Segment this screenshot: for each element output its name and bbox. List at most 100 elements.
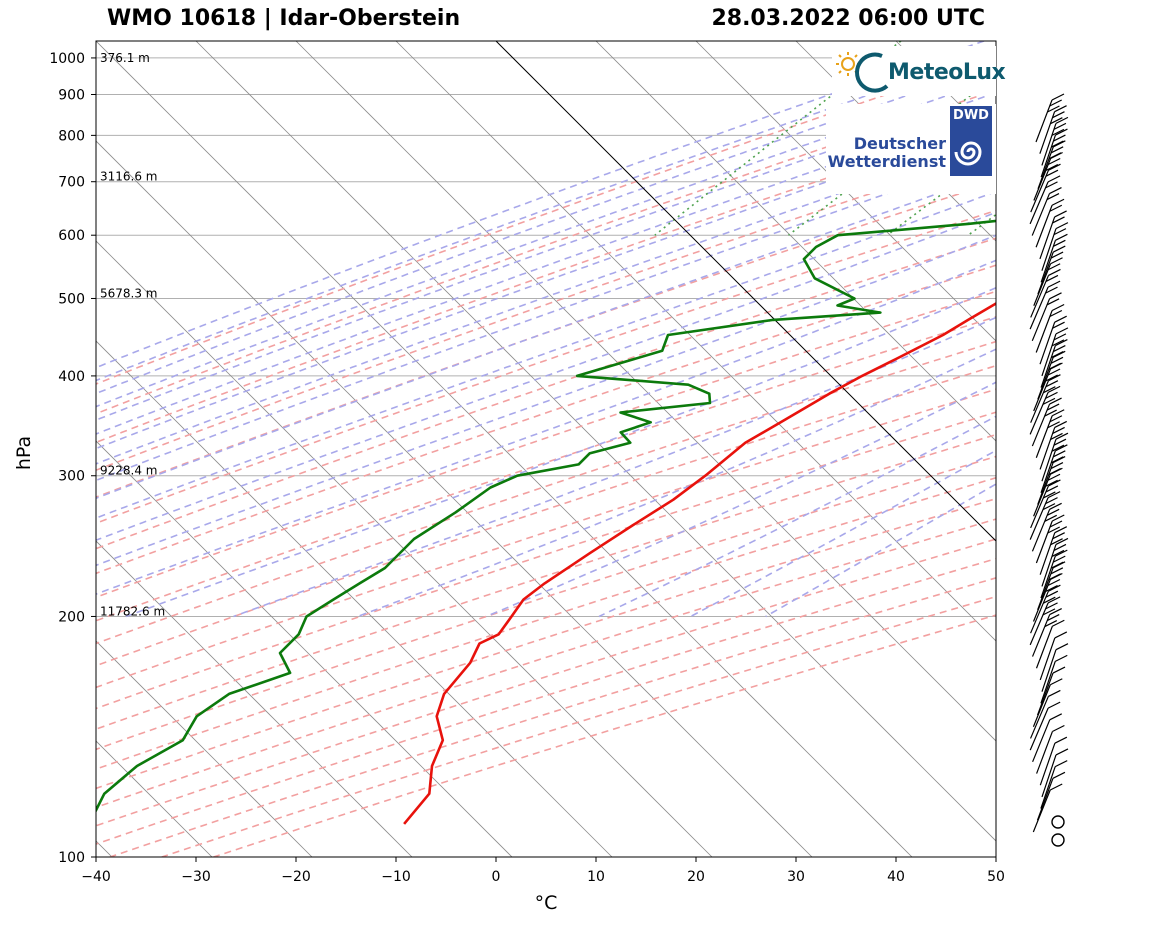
wind-barb xyxy=(1033,151,1063,201)
mixing-ratio-line xyxy=(1055,41,1160,235)
isotherm-line xyxy=(96,240,713,857)
moist-adiabat xyxy=(96,211,996,542)
zero-isotherm-line xyxy=(495,41,996,542)
isotherm-line xyxy=(995,41,996,42)
wind-barb xyxy=(1041,537,1069,587)
meteolux-logo-text: MeteoLux xyxy=(888,60,1006,85)
wind-barb xyxy=(1036,666,1066,716)
dry-adiabat xyxy=(96,264,996,575)
mixing-ratio-line xyxy=(654,41,902,236)
wind-barb xyxy=(1030,163,1061,213)
x-tick-label: −30 xyxy=(181,869,211,885)
moist-adiabats xyxy=(96,41,996,618)
y-axis-label: hPa xyxy=(13,436,35,470)
x-tick-label: 30 xyxy=(787,869,805,885)
y-tick-label: 800 xyxy=(58,128,85,144)
dwd-logo-line1: Deutscher xyxy=(853,134,946,153)
wind-barb xyxy=(1039,420,1067,470)
wind-barb xyxy=(1029,280,1061,330)
y-tick-label: 1000 xyxy=(49,51,85,67)
moist-adiabat xyxy=(96,234,996,567)
x-tick-label: 50 xyxy=(987,869,1005,885)
y-tick-label: 200 xyxy=(58,609,85,625)
isotherm-line xyxy=(96,540,413,857)
y-tick-label: 900 xyxy=(58,87,85,103)
dwd-badge-text: DWD xyxy=(953,108,989,123)
wind-barb xyxy=(1039,315,1067,365)
calm-wind-circle xyxy=(1051,815,1065,829)
x-tick-label: −20 xyxy=(281,869,311,885)
wind-barb xyxy=(1036,771,1066,821)
mixing-ratio-line xyxy=(788,74,996,236)
y-axis: 100 200 300 400 500 600 700 800 900 1000 xyxy=(49,51,96,866)
height-label: 3116.6 m xyxy=(100,170,158,184)
wind-barb xyxy=(1041,432,1069,482)
moist-adiabat xyxy=(96,49,996,382)
dwd-logo: DWD Deutscher Wetterdienst xyxy=(826,104,996,194)
dry-adiabat xyxy=(96,476,996,770)
height-label: 5678.3 m xyxy=(100,286,158,300)
meteolux-logo: MeteoLux xyxy=(832,46,1006,96)
wind-barb xyxy=(1030,374,1061,423)
wind-barb xyxy=(1041,327,1069,377)
wind-barb xyxy=(1039,210,1067,260)
dwd-spiral-icon xyxy=(954,141,982,166)
dwd-logo-line2: Wetterdienst xyxy=(827,152,946,171)
wind-barb xyxy=(1035,303,1065,353)
wind-barb xyxy=(1033,362,1063,412)
wind-barb xyxy=(1039,736,1068,786)
moist-adiabat xyxy=(96,259,996,595)
wind-barb xyxy=(1041,748,1069,798)
wind-barb xyxy=(1033,257,1063,306)
wind-barb xyxy=(1040,128,1068,178)
moist-adiabat xyxy=(96,171,996,500)
isotherm-line xyxy=(295,41,996,742)
calm-wind-circle xyxy=(1051,833,1065,847)
wind-barb xyxy=(1040,760,1068,809)
x-tick-label: 10 xyxy=(587,869,605,885)
y-tick-label: 400 xyxy=(58,369,85,385)
wind-barb xyxy=(1031,397,1062,447)
y-tick-label: 500 xyxy=(58,291,85,307)
wind-barb xyxy=(1031,608,1062,657)
wind-barb xyxy=(1039,631,1068,681)
isotherm-line xyxy=(0,41,12,857)
wind-barb xyxy=(1032,713,1063,763)
y-tick-label: 100 xyxy=(58,850,85,866)
x-axis: −40 −30 −20 −10 0 10 20 30 40 50 xyxy=(81,857,1005,885)
wind-barb xyxy=(1041,116,1069,166)
wind-barb xyxy=(1029,689,1061,739)
dry-adiabat xyxy=(96,89,996,415)
dry-adiabat xyxy=(96,121,996,444)
wind-barb xyxy=(1032,572,1063,622)
dry-adiabat xyxy=(96,497,996,790)
moist-adiabat xyxy=(96,121,996,450)
wind-barb xyxy=(1031,502,1062,552)
isotherm-line xyxy=(595,41,996,442)
wind-barb xyxy=(1037,245,1066,295)
height-labels: 11782.6 m 9228.4 m 5678.3 m 3116.6 m 376.1 m xyxy=(100,51,165,618)
dry-adiabat xyxy=(96,340,996,645)
x-axis-label: °C xyxy=(535,892,558,914)
isotherm-line xyxy=(96,140,813,857)
profile-line-1 xyxy=(96,144,996,814)
wind-barb xyxy=(1031,292,1062,342)
datetime-title: 28.03.2022 06:00 UTC xyxy=(711,6,985,31)
y-tick-label: 700 xyxy=(58,175,85,191)
wind-barb xyxy=(1036,724,1065,774)
isotherm-line xyxy=(96,340,613,857)
wind-barb xyxy=(1030,584,1061,634)
plot-frame xyxy=(95,40,997,858)
wind-barb xyxy=(1031,187,1062,236)
x-tick-label: 40 xyxy=(887,869,905,885)
wind-barb xyxy=(1029,385,1061,435)
wind-barb xyxy=(1040,233,1068,283)
moist-adiabat xyxy=(96,190,996,519)
height-label: 11782.6 m xyxy=(100,604,165,618)
moist-adiabat xyxy=(125,286,996,618)
wind-barb xyxy=(1040,654,1068,704)
wind-barb xyxy=(1029,596,1061,646)
zero-isotherm xyxy=(495,41,996,542)
x-tick-label: −10 xyxy=(381,869,411,885)
dry-adiabat xyxy=(96,237,996,550)
